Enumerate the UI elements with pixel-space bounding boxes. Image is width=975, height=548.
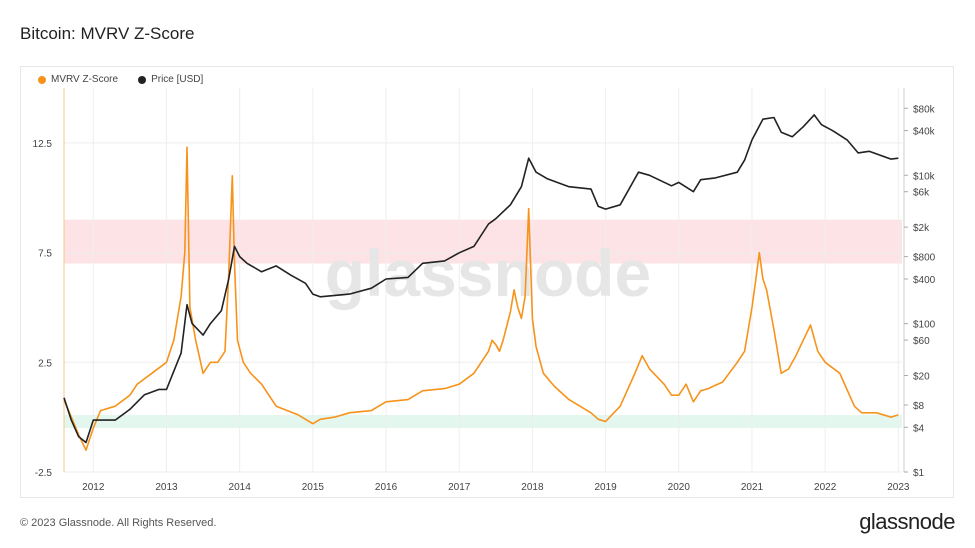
- legend-dot-price: [138, 75, 147, 84]
- chart-frame: [20, 66, 954, 498]
- legend-label-mvrv: MVRV Z-Score: [51, 74, 119, 85]
- y-right-tick-label: $60: [913, 336, 930, 347]
- x-tick-label: 2022: [814, 482, 837, 493]
- watermark: glassnode: [325, 236, 651, 310]
- y-right-tick-label: $4: [913, 423, 925, 434]
- y-right-tick-label: $6k: [913, 188, 930, 199]
- x-tick-label: 2020: [668, 482, 691, 493]
- y-right-tick-label: $2k: [913, 223, 930, 234]
- green-zone-band: [64, 414, 902, 429]
- y-right-tick-label: $800: [913, 253, 936, 264]
- y-right-tick-label: $80k: [913, 104, 936, 115]
- y-left-tick-label: 12.5: [33, 139, 53, 150]
- x-tick-label: 2016: [375, 482, 398, 493]
- y-left-tick-label: 7.5: [38, 249, 52, 260]
- red-zone-band: [64, 219, 902, 264]
- x-tick-label: 2023: [887, 482, 910, 493]
- x-tick-label: 2018: [521, 482, 544, 493]
- y-right-tick-label: $1: [913, 468, 925, 479]
- copyright: © 2023 Glassnode. All Rights Reserved.: [20, 517, 217, 529]
- legend-item-price[interactable]: Price [USD]: [138, 74, 203, 85]
- page-title: Bitcoin: MVRV Z-Score: [20, 24, 195, 43]
- y-right-tick-label: $8: [913, 401, 925, 412]
- price-series-line: [63, 114, 899, 444]
- x-tick-label: 2013: [155, 482, 178, 493]
- y-left-tick-label: 2.5: [38, 358, 52, 369]
- x-tick-label: 2019: [594, 482, 617, 493]
- y-right-tick-label: $20: [913, 371, 930, 382]
- x-tick-label: 2015: [302, 482, 325, 493]
- legend: MVRV Z-Score Price [USD]: [38, 74, 203, 85]
- x-tick-label: 2014: [229, 482, 252, 493]
- legend-label-price: Price [USD]: [151, 74, 204, 85]
- brand-logo: glassnode: [859, 509, 955, 534]
- y-right-tick-label: $10k: [913, 171, 936, 182]
- legend-item-mvrv[interactable]: MVRV Z-Score: [38, 74, 118, 85]
- y-right-tick-label: $40k: [913, 127, 936, 138]
- legend-dot-mvrv: [38, 75, 46, 84]
- y-right-tick-label: $400: [913, 275, 936, 286]
- x-tick-label: 2012: [82, 482, 105, 493]
- x-tick-label: 2017: [448, 482, 471, 493]
- x-tick-label: 2021: [741, 482, 764, 493]
- y-right-tick-label: $100: [913, 320, 936, 331]
- mvrv-zscore-series-line: [63, 146, 899, 451]
- y-left-tick-label: -2.5: [35, 468, 53, 479]
